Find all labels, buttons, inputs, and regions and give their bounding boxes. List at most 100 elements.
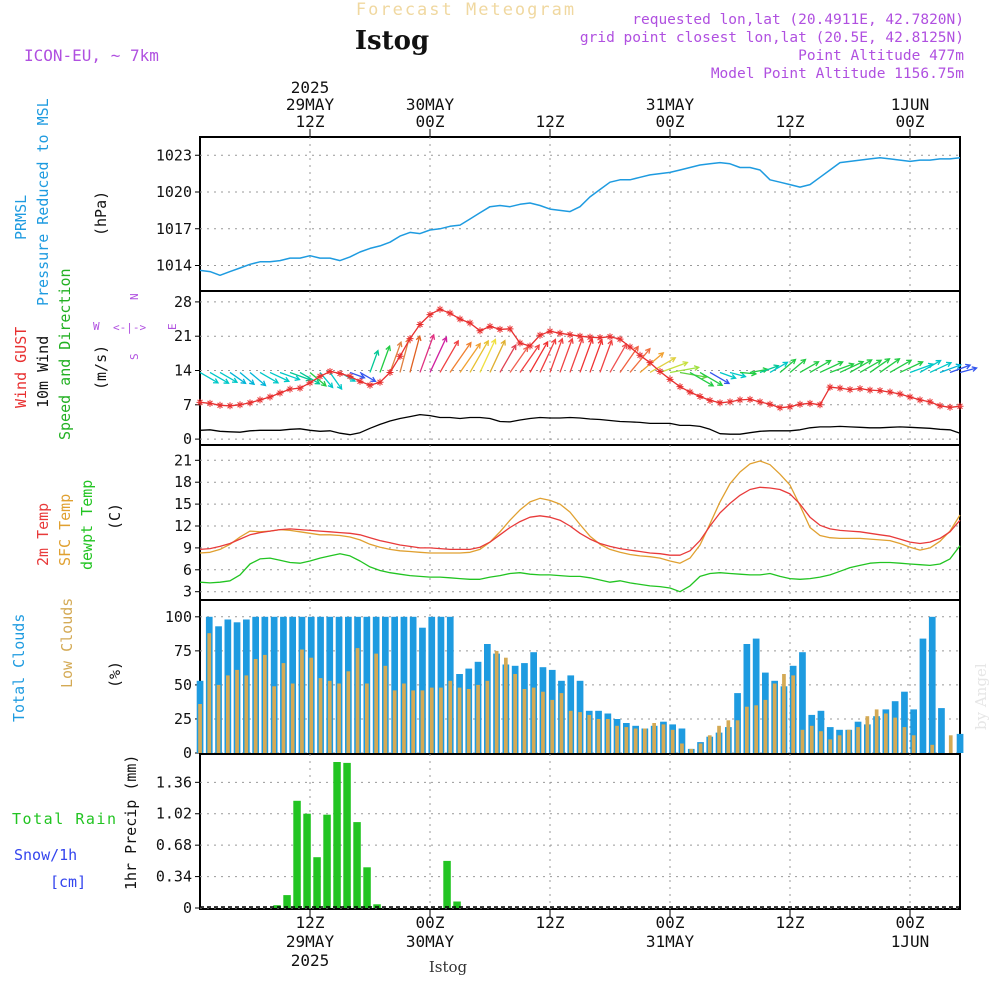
- rain-bar: [333, 762, 341, 908]
- wind-arrow-shaft: [599, 340, 613, 373]
- low-cloud-bar: [902, 727, 907, 753]
- low-cloud-bar: [763, 699, 768, 753]
- wind-arrow-shaft: [829, 363, 854, 374]
- low-cloud-bar: [707, 735, 712, 753]
- wind-arrow-shaft: [939, 364, 961, 374]
- wind-arrow-shaft: [799, 361, 819, 374]
- wind-arrow-head: [359, 373, 366, 380]
- low-cloud-bar: [652, 723, 656, 753]
- gust-point: [456, 315, 464, 323]
- low-cloud-bar: [346, 671, 351, 753]
- low-cloud-bar: [865, 716, 870, 753]
- wind-arrow-head: [693, 365, 701, 372]
- wind-arrow: [279, 371, 301, 381]
- bottom-date-label: 12Z: [536, 913, 565, 932]
- wind-arrow-shaft: [219, 371, 238, 383]
- wind10-line: [199, 413, 961, 436]
- gust-point: [856, 385, 864, 393]
- wind-arrow-shaft: [889, 359, 912, 374]
- dir-arrow: <-|->: [113, 321, 146, 334]
- wind-arrow: [199, 371, 220, 384]
- panel-3: 3 6 9 12 15 18 21: [174, 444, 961, 601]
- low-cloud-bar: [513, 674, 517, 753]
- wind-arrow-shaft: [959, 367, 977, 374]
- wind-arrow-shaft: [329, 372, 343, 390]
- low-cloud-bar: [541, 691, 545, 753]
- wind-arrow: [579, 337, 594, 373]
- y-tick-label: 7: [183, 396, 192, 414]
- wind-arrow-shaft: [899, 361, 923, 374]
- rain-bar: [303, 813, 311, 908]
- dew-label: dewpt Temp: [78, 480, 96, 570]
- gust-point: [736, 396, 744, 404]
- wind-arrow-head: [336, 383, 343, 391]
- wind-arrow: [419, 333, 436, 373]
- wind-arrow-head: [971, 366, 978, 372]
- credit-watermark: by Angel: [972, 663, 990, 730]
- wind-arrow-shaft: [709, 371, 730, 385]
- wind-arrow-shaft: [779, 358, 796, 373]
- low-cloud-bar: [791, 675, 795, 753]
- rain-label: Total Rain: [12, 810, 116, 828]
- gust-point: [596, 334, 604, 342]
- wind-arrow-shaft: [449, 342, 472, 373]
- gust-point: [676, 383, 684, 391]
- cloud-bars: [196, 616, 964, 753]
- bottom-date-label: 29MAY: [286, 932, 335, 951]
- wind-arrow-shaft: [229, 371, 246, 384]
- wind-arrow-shaft: [629, 348, 651, 373]
- wind-arrow-head: [249, 379, 256, 386]
- wind-arrow-head: [523, 345, 529, 353]
- low-cloud-bar: [244, 675, 249, 753]
- wind-arrow-head: [633, 345, 639, 352]
- rain-bar: [293, 800, 301, 908]
- pressure-unit: (hPa): [92, 191, 110, 236]
- wind-arrow-shaft: [579, 338, 593, 373]
- low-cloud-bar: [263, 654, 267, 753]
- rain-bar: [453, 901, 461, 908]
- gust-point: [546, 327, 554, 335]
- wind-arrow-head: [717, 380, 724, 386]
- gust-point: [286, 385, 294, 393]
- wind-arrow: [859, 359, 883, 374]
- total-cloud-bar: [437, 616, 445, 753]
- wind-arrow: [329, 372, 343, 391]
- gridpoint-coords: grid point closest lon,lat (20.5E, 42.81…: [580, 30, 964, 46]
- low-cloud-bar: [809, 725, 814, 753]
- wind-arrow-shaft: [559, 338, 573, 373]
- requested-coords: requested lon,lat (20.4911E, 42.7820N): [632, 12, 964, 28]
- pressure-label-1: PRMSL: [12, 195, 30, 240]
- total-cloud-bar: [910, 709, 917, 753]
- low-cloud-bar: [884, 713, 888, 753]
- gust-point: [516, 339, 524, 347]
- wind-arrow-shaft: [359, 371, 376, 382]
- total-cloud-bar: [428, 616, 436, 753]
- wind-dir-label: Speed and Direction: [56, 268, 74, 440]
- wind-arrow-head: [866, 359, 873, 365]
- low-cloud-bar: [300, 649, 304, 753]
- low-cloud-bar: [420, 690, 425, 753]
- wind-arrow-shaft: [199, 371, 219, 384]
- wind-arrow-head: [955, 363, 962, 370]
- rain-bar: [283, 895, 291, 908]
- low-cloud-bar: [476, 684, 480, 753]
- y-tick-label: 0.34: [156, 868, 192, 886]
- wind-arrow-shaft: [209, 371, 229, 384]
- wind-arrow-head: [884, 358, 891, 364]
- pressure-label-2: Pressure Reduced to MSL: [34, 98, 52, 306]
- wind-arrow: [229, 371, 247, 385]
- wind-arrow: [669, 365, 701, 374]
- wind-arrow-head: [429, 333, 436, 340]
- bottom-date-label: 12Z: [776, 913, 805, 932]
- wind-arrow: [249, 371, 267, 387]
- gust-point: [876, 387, 884, 395]
- low-cloud-bar: [559, 693, 564, 753]
- wind-arrow: [719, 371, 737, 380]
- wind-arrow: [449, 341, 472, 373]
- low-cloud-bar: [457, 687, 462, 753]
- wind-arrow-shaft: [719, 371, 736, 379]
- wind-arrow: [499, 343, 517, 373]
- gust-point: [406, 335, 414, 343]
- total-cloud-bar: [743, 644, 751, 753]
- wind-arrow-shaft: [759, 365, 779, 374]
